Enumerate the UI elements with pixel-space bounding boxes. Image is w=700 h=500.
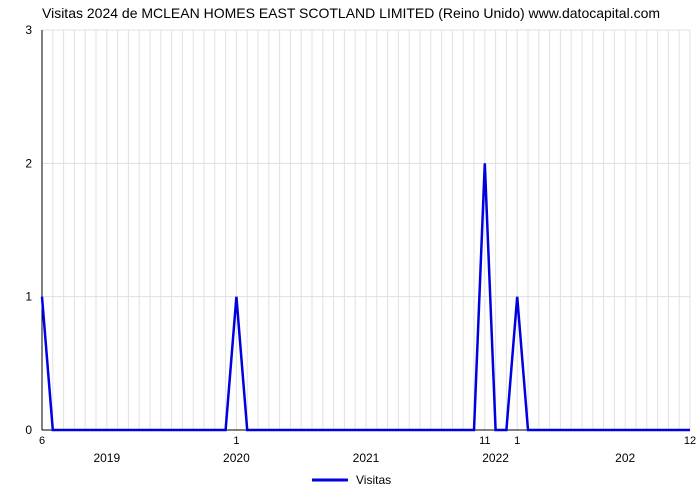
x-value-label: 1 <box>514 435 520 447</box>
x-value-label: 12 <box>684 435 696 447</box>
x-value-label: 1 <box>233 435 239 447</box>
line-chart: Visitas 2024 de MCLEAN HOMES EAST SCOTLA… <box>0 0 700 500</box>
y-tick-label: 1 <box>25 290 32 304</box>
chart-title: Visitas 2024 de MCLEAN HOMES EAST SCOTLA… <box>42 5 660 21</box>
y-tick-label: 3 <box>25 23 32 37</box>
chart-svg: Visitas 2024 de MCLEAN HOMES EAST SCOTLA… <box>0 0 700 500</box>
x-year-label: 2020 <box>223 451 250 465</box>
x-year-label: 2021 <box>353 451 380 465</box>
y-tick-label: 2 <box>25 156 32 170</box>
x-value-label: 11 <box>479 435 490 447</box>
legend-label: Visitas <box>356 473 391 487</box>
x-year-label: 2019 <box>93 451 120 465</box>
x-value-label: 6 <box>39 435 45 447</box>
x-year-label: 202 <box>615 451 635 465</box>
x-year-label: 2022 <box>482 451 509 465</box>
y-tick-label: 0 <box>25 423 32 437</box>
